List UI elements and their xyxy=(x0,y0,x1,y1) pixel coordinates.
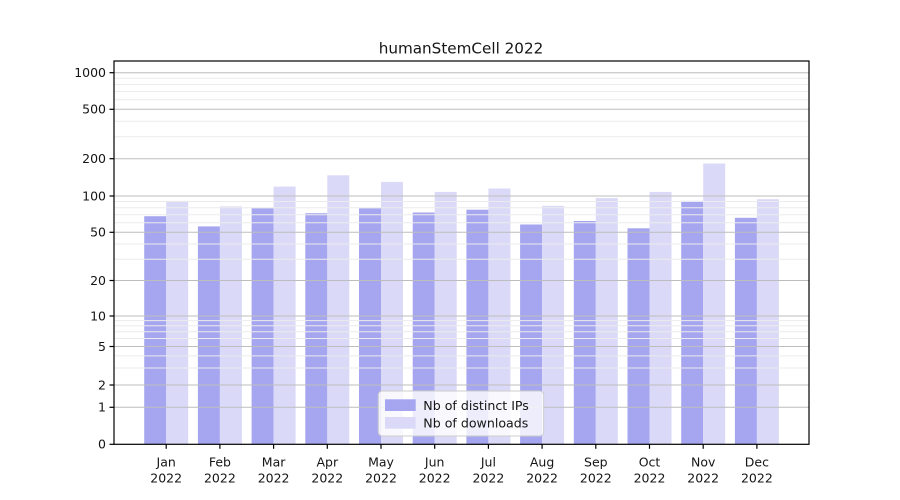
y-tick-label: 5 xyxy=(98,339,106,354)
x-tick-label-month: May xyxy=(368,455,394,470)
x-tick-label-month: Jun xyxy=(424,455,445,470)
y-tick-label: 200 xyxy=(82,151,106,166)
x-tick-label-year: 2022 xyxy=(365,471,397,486)
legend-swatch-ips-icon xyxy=(385,399,416,411)
x-tick-label-month: Aug xyxy=(530,455,554,470)
y-tick-label: 2 xyxy=(98,377,106,392)
bar-ips-oct xyxy=(627,228,650,445)
plot-border xyxy=(113,60,810,445)
legend-label-ips: Nb of distinct IPs xyxy=(423,398,529,413)
chart-title: humanStemCell 2022 xyxy=(379,40,544,58)
x-tick-label-month: Nov xyxy=(691,455,716,470)
bar-downloads-jan xyxy=(166,200,189,445)
bar-downloads-mar xyxy=(273,186,296,445)
bar-ips-jul xyxy=(466,209,489,445)
bar-ips-jan xyxy=(144,216,167,445)
bar-ips-apr xyxy=(305,213,328,445)
bar-ips-nov xyxy=(681,200,704,445)
legend: Nb of distinct IPs Nb of downloads xyxy=(377,390,545,437)
x-tick-label-month: Feb xyxy=(209,455,231,470)
bar-ips-jun xyxy=(412,212,435,445)
bar-ips-aug xyxy=(520,224,543,445)
bar-downloads-jun xyxy=(434,191,457,445)
y-tick-label: 0 xyxy=(98,437,106,452)
y-tick-label: 500 xyxy=(82,102,106,117)
x-tick-label-year: 2022 xyxy=(741,471,773,486)
legend-box xyxy=(377,390,545,437)
x-tick-label-month: Jul xyxy=(480,455,496,470)
y-tick-label: 1 xyxy=(98,400,106,415)
y-axis: 0 1 2 5 10 20 50 100 200 500 1000 xyxy=(74,65,114,452)
x-tick-label-year: 2022 xyxy=(472,471,504,486)
x-tick-label-year: 2022 xyxy=(204,471,236,486)
x-tick-label-month: Mar xyxy=(262,455,286,470)
bar-downloads-oct xyxy=(649,191,672,445)
legend-swatch-downloads-icon xyxy=(385,417,416,429)
x-tick-label-month: Sep xyxy=(584,455,608,470)
x-tick-label-year: 2022 xyxy=(634,471,666,486)
bar-downloads-nov xyxy=(703,163,726,445)
x-tick-label-year: 2022 xyxy=(580,471,612,486)
x-tick-label-month: Oct xyxy=(639,455,661,470)
x-tick-label-year: 2022 xyxy=(419,471,451,486)
x-tick-label-year: 2022 xyxy=(311,471,343,486)
legend-label-downloads: Nb of downloads xyxy=(423,416,528,431)
x-tick-label-year: 2022 xyxy=(526,471,558,486)
y-tick-label: 10 xyxy=(90,308,106,323)
x-tick-label-year: 2022 xyxy=(258,471,290,486)
bar-downloads-may xyxy=(381,181,403,445)
bar-downloads-dec xyxy=(756,199,779,445)
x-tick-label-year: 2022 xyxy=(687,471,719,486)
y-tick-label: 1000 xyxy=(74,65,106,80)
x-tick-label-month: Dec xyxy=(745,455,769,470)
grid-minor-layer xyxy=(114,77,809,369)
y-tick-label: 100 xyxy=(82,188,106,203)
bar-downloads-apr xyxy=(327,175,350,445)
x-tick-label-year: 2022 xyxy=(150,471,182,486)
bar-ips-sep xyxy=(573,221,596,445)
bar-ips-dec xyxy=(734,217,757,445)
y-tick-label: 20 xyxy=(90,273,106,288)
x-tick-label-month: Jan xyxy=(156,455,176,470)
grid-major-layer xyxy=(114,72,809,408)
x-axis: Jan2022Feb2022Mar2022Apr2022May2022Jun20… xyxy=(150,444,773,486)
x-tick-label-month: Apr xyxy=(316,455,338,470)
y-tick-label: 50 xyxy=(90,225,106,240)
bar-downloads-aug xyxy=(542,205,565,445)
